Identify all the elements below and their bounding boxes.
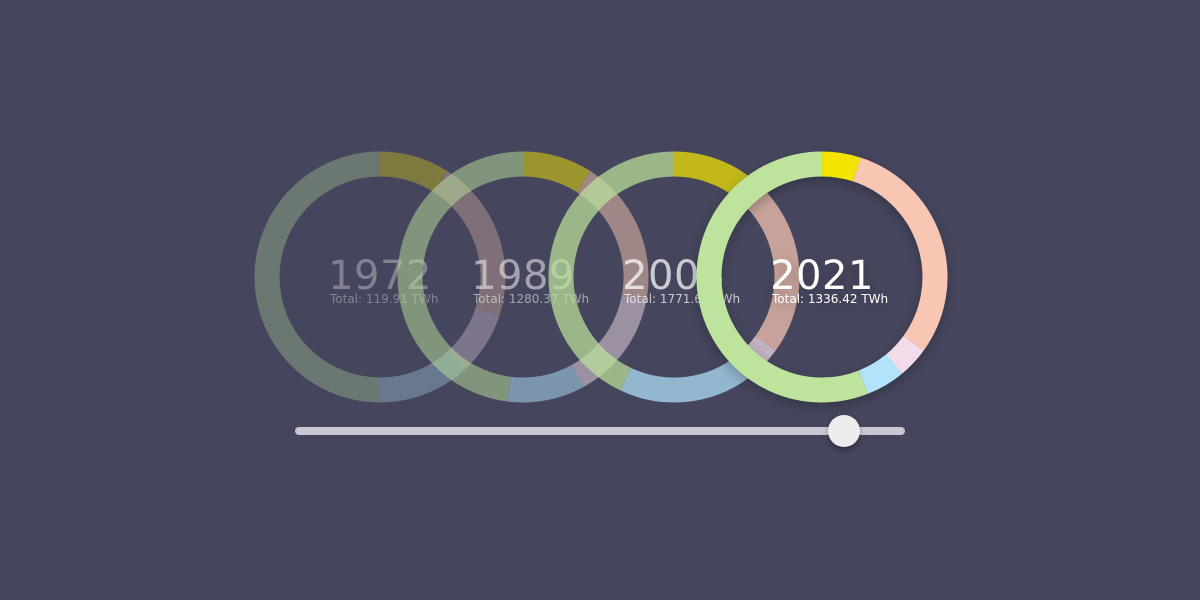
ring-segment-salmon — [737, 180, 800, 351]
year-slider-thumb[interactable] — [828, 415, 860, 447]
ring-year-label: 2021 — [770, 253, 874, 299]
ring-segment-lightblue — [507, 364, 584, 403]
ring-segment-yellow — [379, 151, 448, 193]
ring-total-label: Total: 1336.42 TWh — [771, 292, 888, 306]
ring-segment-green — [696, 151, 869, 403]
ring-segment-yellow — [673, 151, 754, 200]
ring-segment-yellow — [522, 151, 591, 193]
year-slider-track[interactable] — [295, 415, 905, 447]
ring-segment-green — [254, 151, 381, 403]
ring-segment-lightblue — [620, 354, 754, 403]
ring-segment-green — [548, 151, 675, 391]
ring-segment-pink — [885, 335, 924, 374]
ring-segment-green — [397, 151, 524, 402]
ring-segment-lightblue — [858, 354, 902, 394]
ring-segment-pink — [448, 307, 500, 369]
ring-segment-salmon — [852, 157, 948, 351]
ring-segment-yellow — [821, 151, 861, 182]
ring-segment-pink — [571, 295, 647, 387]
